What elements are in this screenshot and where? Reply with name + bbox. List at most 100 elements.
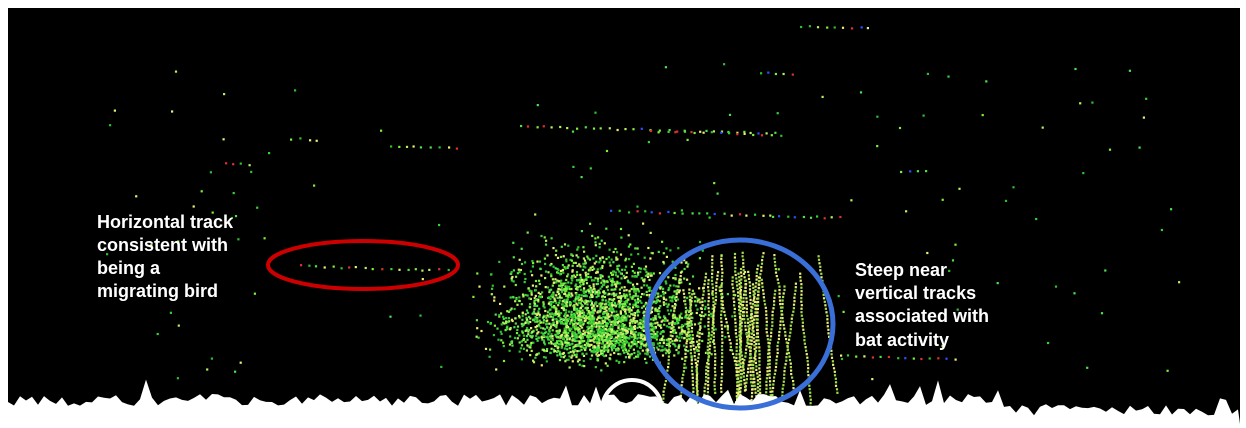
echo-dot bbox=[714, 303, 716, 305]
echo-dot bbox=[594, 310, 596, 312]
echo-dot bbox=[568, 264, 570, 266]
echo-dot bbox=[524, 281, 526, 283]
echo-dot bbox=[661, 338, 663, 340]
echo-dot bbox=[596, 350, 598, 352]
echo-dot bbox=[752, 134, 754, 136]
echo-dot bbox=[522, 324, 524, 326]
echo-dot bbox=[390, 268, 392, 270]
echo-dot bbox=[806, 353, 808, 355]
echo-dot bbox=[264, 237, 266, 239]
echo-dot bbox=[531, 331, 533, 333]
echo-dot bbox=[580, 307, 582, 309]
echo-dot bbox=[755, 350, 757, 352]
echo-dot bbox=[602, 322, 604, 324]
echo-dot bbox=[777, 279, 779, 281]
echo-dot bbox=[629, 309, 631, 311]
echo-dot bbox=[521, 303, 523, 305]
echo-dot bbox=[493, 300, 495, 302]
echo-dot bbox=[591, 279, 593, 281]
echo-dot bbox=[696, 381, 698, 383]
echo-dot bbox=[579, 364, 581, 366]
echo-dot bbox=[779, 296, 781, 298]
echo-dot bbox=[616, 360, 618, 362]
echo-dot bbox=[513, 269, 515, 271]
echo-dot bbox=[686, 314, 688, 316]
echo-dot bbox=[679, 279, 681, 281]
echo-dot bbox=[752, 303, 754, 305]
echo-dot bbox=[544, 332, 546, 334]
echo-dot bbox=[732, 280, 734, 282]
echo-dot bbox=[654, 322, 656, 324]
echo-dot bbox=[709, 345, 711, 347]
echo-dot bbox=[670, 331, 672, 333]
echo-dot bbox=[626, 332, 628, 334]
echo-dot bbox=[636, 283, 638, 285]
echo-dot bbox=[600, 127, 602, 129]
echo-dot bbox=[602, 299, 604, 301]
echo-dot bbox=[560, 322, 562, 324]
echo-dot bbox=[667, 211, 669, 213]
echo-dot bbox=[674, 340, 676, 342]
echo-dot bbox=[511, 276, 513, 278]
echo-dot bbox=[308, 265, 310, 267]
echo-dot bbox=[801, 290, 803, 292]
echo-dot bbox=[210, 171, 212, 173]
echo-dot bbox=[750, 309, 752, 311]
echo-dot bbox=[758, 367, 760, 369]
echo-dot bbox=[756, 322, 758, 324]
echo-dot bbox=[780, 317, 782, 319]
echo-dot bbox=[591, 333, 593, 335]
echo-dot bbox=[609, 278, 611, 280]
echo-dot bbox=[720, 132, 722, 134]
echo-dot bbox=[736, 378, 738, 380]
echo-dot bbox=[809, 25, 811, 27]
echo-dot bbox=[766, 132, 768, 134]
echo-dot bbox=[609, 264, 611, 266]
echo-dot bbox=[784, 331, 786, 333]
echo-dot bbox=[591, 307, 593, 309]
echo-dot bbox=[758, 276, 760, 278]
echo-dot bbox=[699, 325, 701, 327]
echo-dot bbox=[701, 340, 703, 342]
echo-dot bbox=[753, 341, 755, 343]
echo-dot bbox=[806, 357, 808, 359]
echo-dot bbox=[640, 268, 642, 270]
echo-dot bbox=[710, 313, 712, 315]
echo-dot bbox=[547, 333, 549, 335]
echo-dot bbox=[740, 319, 742, 321]
echo-dot bbox=[757, 315, 759, 317]
echo-dot bbox=[666, 343, 668, 345]
echo-dot bbox=[546, 254, 548, 256]
echo-dot bbox=[654, 317, 656, 319]
echo-dot bbox=[686, 266, 688, 268]
echo-dot bbox=[746, 345, 748, 347]
echo-dot bbox=[748, 278, 750, 280]
echo-dot bbox=[702, 304, 704, 306]
echo-dot bbox=[770, 335, 772, 337]
echo-dot bbox=[760, 72, 762, 74]
echo-dot bbox=[636, 302, 638, 304]
echo-dot bbox=[876, 145, 878, 147]
echo-dot bbox=[769, 391, 771, 393]
echo-dot bbox=[751, 333, 753, 335]
echo-dot bbox=[757, 265, 759, 267]
echo-dot bbox=[721, 282, 723, 284]
echo-dot bbox=[668, 356, 670, 358]
echo-dot bbox=[631, 297, 633, 299]
echo-dot bbox=[1012, 186, 1014, 188]
echo-dot bbox=[620, 312, 622, 314]
echo-dot bbox=[673, 284, 675, 286]
echo-dot bbox=[818, 259, 820, 261]
echo-dot bbox=[758, 283, 760, 285]
echo-dot bbox=[734, 318, 736, 320]
echo-dot bbox=[750, 381, 752, 383]
echo-dot bbox=[636, 345, 638, 347]
echo-dot bbox=[559, 317, 561, 319]
echo-dot bbox=[766, 367, 768, 369]
echo-dot bbox=[923, 115, 925, 117]
echo-dot bbox=[597, 236, 599, 238]
echo-dot bbox=[650, 272, 652, 274]
echo-dot bbox=[592, 266, 594, 268]
echo-dot bbox=[751, 316, 753, 318]
echo-dot bbox=[621, 269, 623, 271]
